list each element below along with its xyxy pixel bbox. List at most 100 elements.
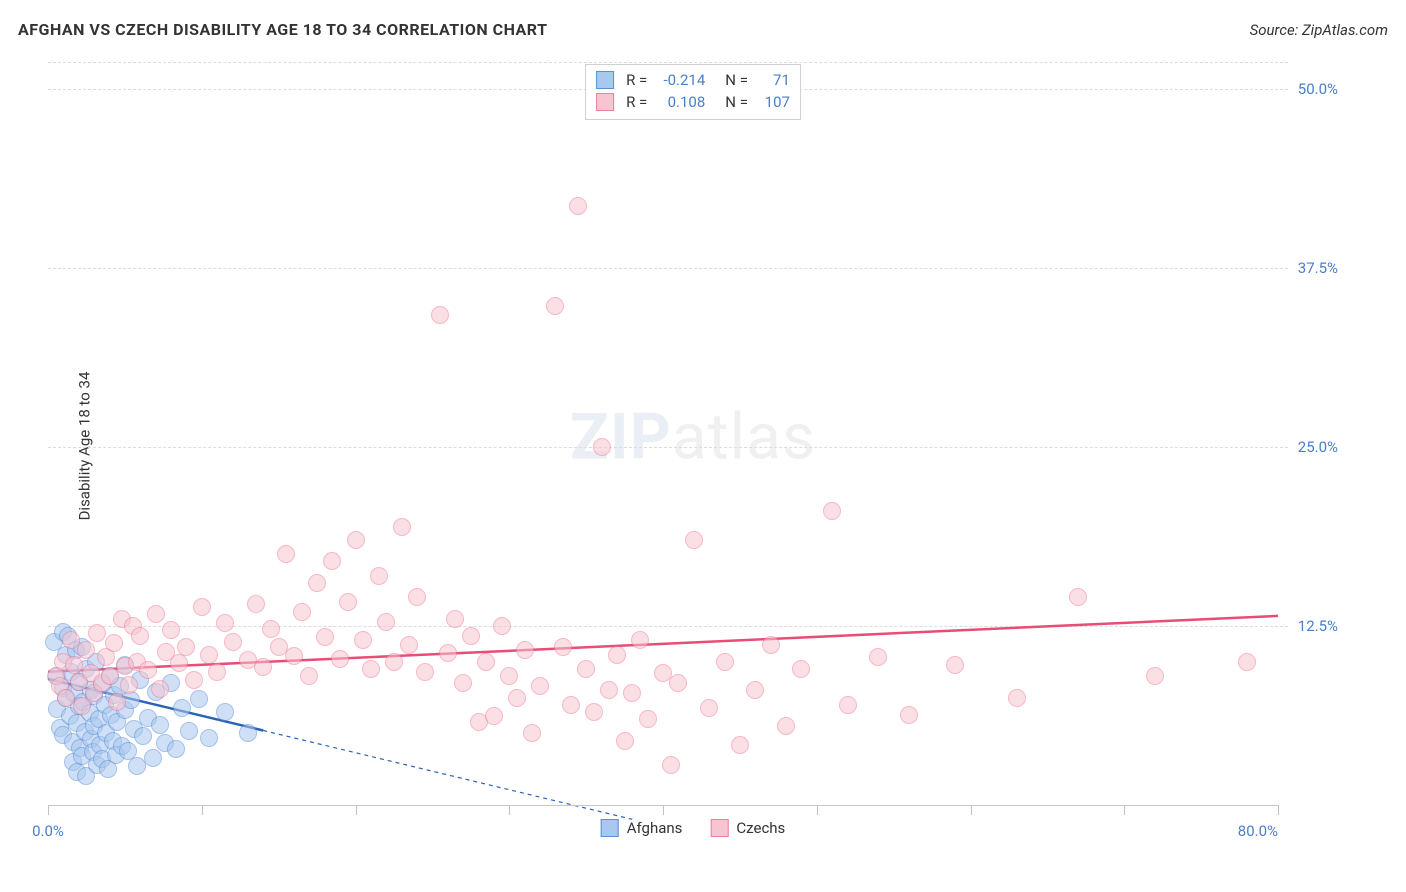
data-point <box>224 633 242 651</box>
data-point <box>108 693 126 711</box>
data-point <box>247 595 265 613</box>
data-point <box>616 732 634 750</box>
data-point <box>347 531 365 549</box>
plot-area: ZIPatlas R =-0.214N =71R =0.108N =107 Af… <box>48 60 1338 845</box>
stat-n-label: N = <box>725 69 748 91</box>
stat-n-value: 107 <box>756 91 790 113</box>
legend-item: Afghans <box>601 819 683 837</box>
data-point <box>462 627 480 645</box>
data-point <box>823 502 841 520</box>
data-point <box>431 306 449 324</box>
stat-r-value: 0.108 <box>655 91 705 113</box>
y-tick-label: 12.5% <box>1298 617 1338 635</box>
data-point <box>1238 653 1256 671</box>
data-point <box>239 724 257 742</box>
x-tick <box>817 805 818 815</box>
data-point <box>408 588 426 606</box>
y-tick-label: 37.5% <box>1298 259 1338 277</box>
data-point <box>216 614 234 632</box>
data-point <box>608 646 626 664</box>
x-tick <box>1278 805 1279 815</box>
stat-r-value: -0.214 <box>655 69 705 91</box>
data-point <box>65 656 83 674</box>
data-point <box>400 636 418 654</box>
data-point <box>716 653 734 671</box>
data-point <box>216 703 234 721</box>
data-point <box>454 674 472 692</box>
data-point <box>593 438 611 456</box>
data-point <box>208 663 226 681</box>
data-point <box>120 676 138 694</box>
data-point <box>746 681 764 699</box>
stat-r-label: R = <box>626 91 647 113</box>
data-point <box>1008 689 1026 707</box>
header: AFGHAN VS CZECH DISABILITY AGE 18 TO 34 … <box>18 20 1388 39</box>
data-point <box>131 627 149 645</box>
swatch-icon <box>601 819 619 837</box>
data-point <box>777 717 795 735</box>
data-point <box>600 681 618 699</box>
data-point <box>293 603 311 621</box>
data-point <box>377 613 395 631</box>
data-point <box>900 706 918 724</box>
data-point <box>700 699 718 717</box>
data-point <box>393 518 411 536</box>
x-tick-label: 0.0% <box>32 822 64 840</box>
stat-n-label: N = <box>725 91 748 113</box>
data-point <box>731 736 749 754</box>
data-point <box>151 680 169 698</box>
data-point <box>200 729 218 747</box>
x-tick <box>356 805 357 815</box>
data-point <box>151 716 169 734</box>
data-point <box>88 624 106 642</box>
legend-stat-row: R =-0.214N =71 <box>596 69 790 91</box>
data-point <box>662 756 680 774</box>
data-point <box>531 677 549 695</box>
source-label: Source: ZipAtlas.com <box>1250 21 1388 39</box>
data-point <box>173 699 191 717</box>
data-point <box>639 710 657 728</box>
data-point <box>308 574 326 592</box>
data-point <box>623 684 641 702</box>
data-point <box>500 667 518 685</box>
data-point <box>134 727 152 745</box>
legend-stats: R =-0.214N =71R =0.108N =107 <box>585 64 801 120</box>
data-point <box>370 567 388 585</box>
data-point <box>167 740 185 758</box>
x-tick-label: 80.0% <box>1238 822 1278 840</box>
data-point <box>185 671 203 689</box>
data-point <box>316 628 334 646</box>
data-point <box>485 707 503 725</box>
data-point <box>516 641 534 659</box>
data-point <box>631 631 649 649</box>
data-point <box>762 636 780 654</box>
data-point <box>562 696 580 714</box>
data-point <box>839 696 857 714</box>
x-tick <box>509 805 510 815</box>
data-point <box>162 621 180 639</box>
data-point <box>331 650 349 668</box>
data-point <box>262 620 280 638</box>
data-point <box>669 674 687 692</box>
data-point <box>685 531 703 549</box>
legend-stat-row: R = 0.108 N = 107 <box>596 91 790 113</box>
data-point <box>416 663 434 681</box>
data-point <box>77 641 95 659</box>
y-tick-label: 25.0% <box>1298 438 1338 456</box>
data-point <box>300 667 318 685</box>
data-point <box>170 654 188 672</box>
x-tick <box>48 805 49 815</box>
x-tick <box>971 805 972 815</box>
data-point <box>277 545 295 563</box>
data-point <box>792 660 810 678</box>
swatch-icon <box>710 819 728 837</box>
stat-r-label: R = <box>626 69 647 91</box>
chart-title: AFGHAN VS CZECH DISABILITY AGE 18 TO 34 … <box>18 20 548 39</box>
data-point <box>147 605 165 623</box>
data-point <box>493 617 511 635</box>
legend-label: Czechs <box>736 819 785 837</box>
data-point <box>285 647 303 665</box>
data-point <box>180 722 198 740</box>
data-point <box>193 598 211 616</box>
data-point <box>385 653 403 671</box>
